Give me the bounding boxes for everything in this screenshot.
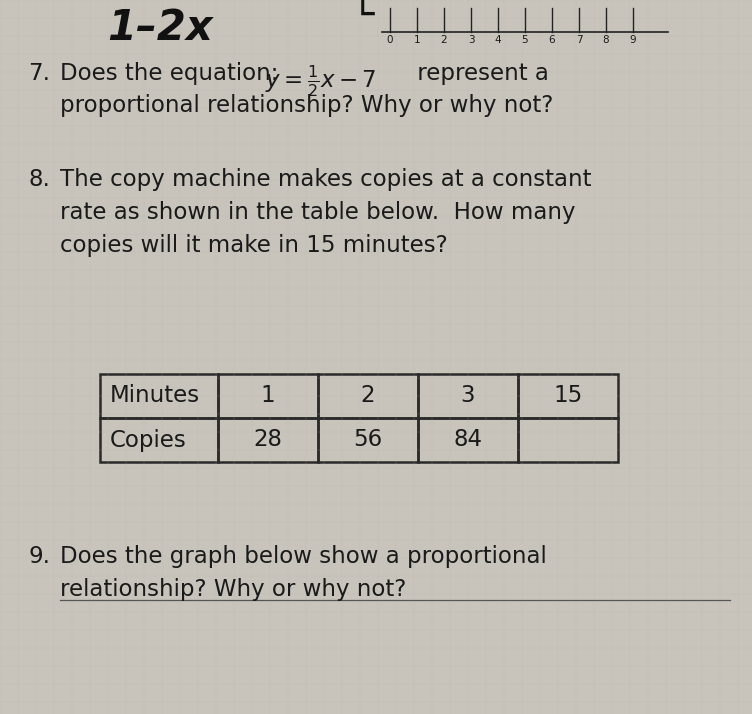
Text: copies will it make in 15 minutes?: copies will it make in 15 minutes? [60,234,447,257]
Text: 0: 0 [387,35,393,45]
Text: 1: 1 [414,35,420,45]
Text: 1–2x: 1–2x [107,7,213,49]
Text: 8.: 8. [28,168,50,191]
Bar [418,418,518,462]
Text: Minutes: Minutes [110,385,200,408]
Text: 84: 84 [453,428,483,451]
Text: 2: 2 [441,35,447,45]
Text: 8: 8 [602,35,609,45]
Text: 15: 15 [553,385,583,408]
Text: $y = \frac{1}{2}x - 7$: $y = \frac{1}{2}x - 7$ [265,64,377,99]
Bar [218,418,318,462]
Text: Copies: Copies [110,428,186,451]
Bar [100,418,218,462]
Text: 7: 7 [576,35,582,45]
Text: 5: 5 [522,35,529,45]
Text: Does the graph below show a proportional: Does the graph below show a proportional [60,545,547,568]
Text: relationship? Why or why not?: relationship? Why or why not? [60,578,406,601]
Bar [318,418,418,462]
Bar [518,418,618,462]
Text: 3: 3 [468,35,475,45]
Bar [218,374,318,418]
Text: 3: 3 [461,385,475,408]
Text: proportional relationship? Why or why not?: proportional relationship? Why or why no… [60,94,553,117]
Bar [100,374,218,418]
Bar [418,374,518,418]
Text: 28: 28 [253,428,283,451]
Text: Does the equation:: Does the equation: [60,62,286,85]
Text: rate as shown in the table below.  How many: rate as shown in the table below. How ma… [60,201,575,224]
Text: 1: 1 [261,385,275,408]
Bar [318,374,418,418]
Text: └: └ [350,0,374,35]
Text: 56: 56 [353,428,383,451]
Text: The copy machine makes copies at a constant: The copy machine makes copies at a const… [60,168,592,191]
Text: 4: 4 [495,35,502,45]
Text: 7.: 7. [28,62,50,85]
Text: 9.: 9. [28,545,50,568]
Text: 2: 2 [361,385,375,408]
Text: represent a: represent a [410,62,549,85]
Bar [518,374,618,418]
Text: 9: 9 [629,35,636,45]
Text: 6: 6 [549,35,555,45]
